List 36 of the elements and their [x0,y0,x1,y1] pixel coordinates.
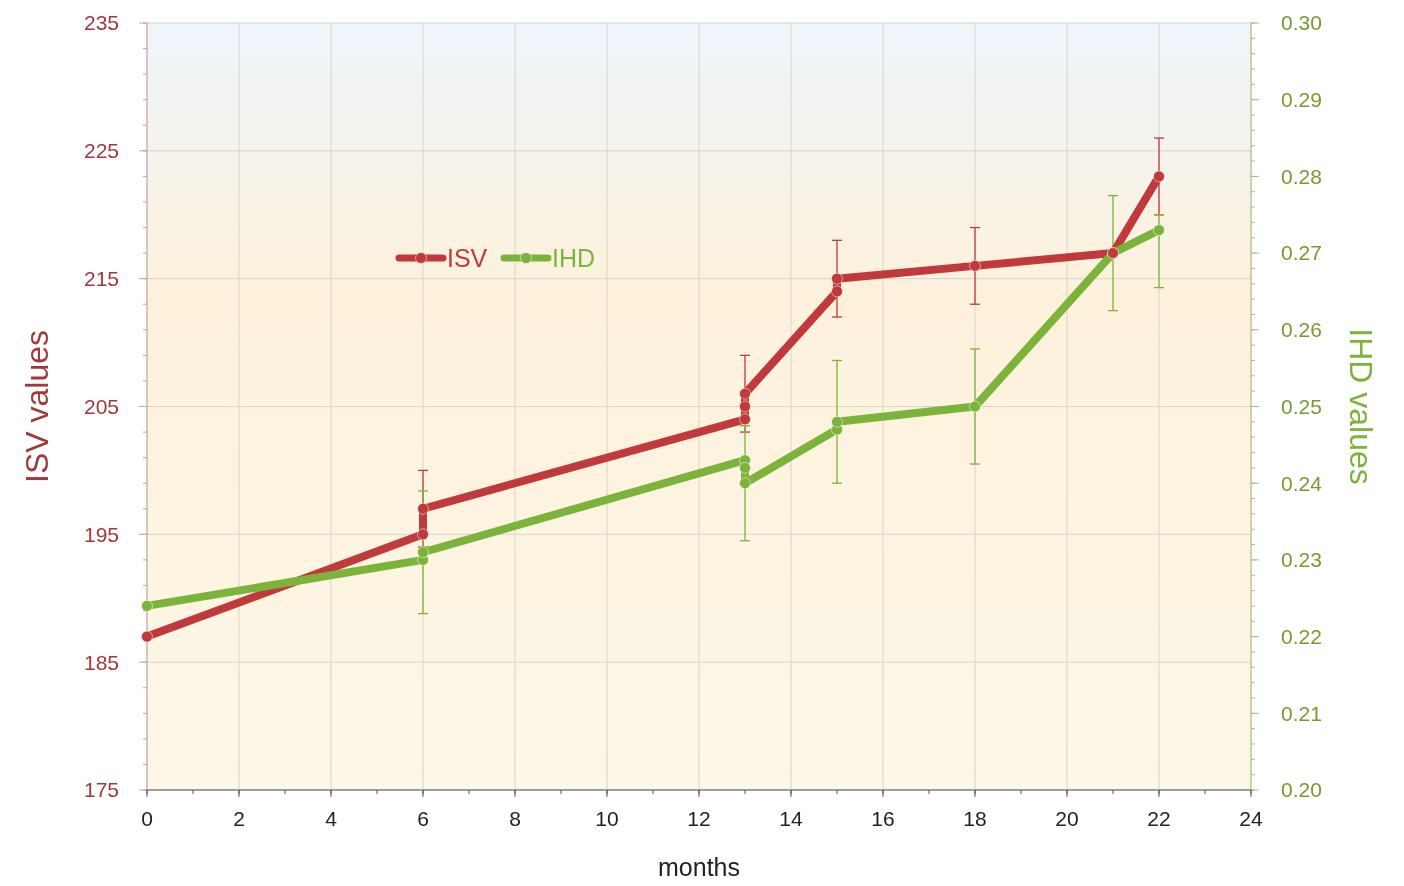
y2-tick-label: 0.29 [1281,88,1322,112]
y-axis-title: ISV values [19,330,55,483]
x-tick-label: 18 [963,807,987,830]
x-tick-label: 10 [595,807,619,830]
y-tick-label: 235 [83,11,119,35]
y2-tick-label: 0.24 [1281,471,1323,495]
x-tick-label: 6 [417,807,429,830]
x-tick-label: 20 [1055,807,1079,830]
x-tick-label: 8 [509,807,521,830]
y2-tick-label: 0.25 [1281,394,1322,418]
y-tick-label: 175 [83,778,119,802]
x-tick-label: 2 [233,807,245,830]
x-tick-label: 4 [325,807,338,830]
y2-tick-label: 0.28 [1281,164,1322,188]
x-tick-label: 24 [1239,807,1263,830]
y2-tick-label: 0.26 [1281,318,1322,342]
x-tick-label: 12 [687,807,711,830]
legend-label: IHD [552,243,596,272]
y-tick-label: 195 [83,522,119,546]
y2-tick-label: 0.22 [1281,624,1322,648]
legend-label: ISV [447,243,488,272]
y2-tick-label: 0.20 [1281,778,1322,802]
x-tick-label: 16 [871,807,895,830]
y-tick-label: 225 [83,139,119,163]
y2-tick-label: 0.21 [1281,701,1322,725]
x-tick-label: 14 [779,807,803,830]
x-tick-label: 0 [141,807,153,830]
y-tick-label: 215 [83,267,119,291]
y2-tick-label: 0.23 [1281,548,1322,572]
x-axis-title: months [658,853,740,881]
y2-axis-title: IHD values [1343,328,1379,485]
y-tick-label: 205 [83,394,119,418]
y2-tick-label: 0.27 [1281,241,1322,265]
x-tick-label: 22 [1147,807,1171,830]
y-tick-label: 185 [83,650,119,674]
y2-tick-label: 0.30 [1281,11,1322,35]
